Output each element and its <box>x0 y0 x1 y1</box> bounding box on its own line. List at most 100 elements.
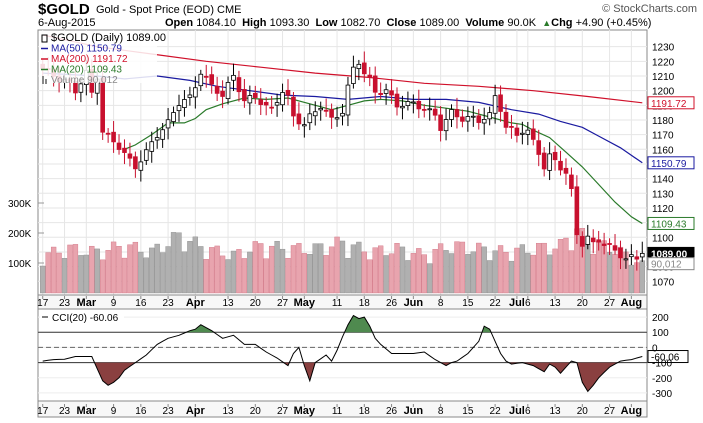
volume-bar <box>639 260 645 294</box>
price-tick-label: 1170 <box>652 131 674 142</box>
high-value: 1093.30 <box>269 17 310 29</box>
date-label: Apr <box>186 297 206 309</box>
legend-entry: MA(200) 1191.72 <box>51 54 128 65</box>
volume-bar <box>361 251 367 294</box>
volume-bar <box>312 243 318 294</box>
volume-bar <box>536 243 542 294</box>
close-value: 1089.00 <box>419 17 460 29</box>
price-tick-label: 1160 <box>652 145 674 156</box>
date-label: 13 <box>550 406 562 417</box>
candle-body <box>171 112 176 122</box>
cci-legend-background <box>40 311 124 323</box>
volume-bar <box>50 246 57 294</box>
symbol-description: Gold - Spot Price (EOD) CME <box>96 4 242 16</box>
volume-bar <box>345 258 351 294</box>
volume-bar <box>318 243 324 294</box>
quote-date: 6-Aug-2015 <box>38 17 96 29</box>
candle-body <box>312 111 318 117</box>
volume-bar <box>89 245 95 294</box>
candle-body <box>563 167 569 174</box>
volume-bar <box>367 259 373 294</box>
candle-body <box>432 108 438 116</box>
volume-bar <box>170 232 177 294</box>
legend-entry: MA(20) 1109.43 <box>51 65 122 76</box>
volume-bar <box>301 253 307 294</box>
candle-body <box>193 87 198 98</box>
volume-tick-label: 100K <box>8 259 32 270</box>
date-label: 27 <box>604 406 616 417</box>
candle-body <box>242 89 247 102</box>
candle-body <box>389 90 394 96</box>
value-tag-label: 1191.72 <box>651 99 687 110</box>
legend-candle-icon <box>41 34 48 43</box>
date-label: 13 <box>550 298 562 309</box>
candle-body <box>149 141 155 152</box>
value-tag <box>647 216 695 230</box>
volume-bar <box>285 258 291 294</box>
cci-tick-label: 200 <box>652 313 669 324</box>
candle-body <box>143 149 149 161</box>
candle-body <box>421 108 427 111</box>
candle-body <box>214 85 220 94</box>
candle-body <box>209 74 214 85</box>
volume-bar <box>83 254 89 294</box>
ohlc-summary: Open 1084.10 High 1093.30 Low 1082.70 Cl… <box>165 17 651 29</box>
candle-body <box>405 101 411 107</box>
value-tag-label: 1109.43 <box>651 219 687 230</box>
volume-bar <box>552 248 558 294</box>
value-tag-label: 90,012 <box>651 260 682 271</box>
open-label: Open <box>165 17 194 29</box>
candle-body <box>590 237 596 243</box>
candle-body <box>378 92 383 95</box>
candle-body <box>367 74 373 78</box>
legend-volume-icon <box>42 76 44 84</box>
candle-body <box>274 102 280 106</box>
candle-body <box>552 151 558 161</box>
legend-entry: MA(50) 1150.79 <box>51 44 122 55</box>
low-label: Low <box>315 17 338 29</box>
chg-arrow-icon: ▲ <box>542 18 552 28</box>
date-label: 9 <box>111 406 117 417</box>
cci-overbought-fill <box>186 324 214 333</box>
volume-bar <box>470 251 476 294</box>
symbol-title: $GOLD <box>38 1 90 18</box>
candle-body <box>427 108 433 111</box>
volume-bar <box>328 246 335 294</box>
date-label: 11 <box>332 298 343 309</box>
date-label: 9 <box>111 298 117 309</box>
volume-bar <box>154 243 160 294</box>
volume-bar <box>585 243 591 294</box>
candle-body <box>547 153 552 171</box>
date-label: 20 <box>577 406 589 417</box>
date-label: 20 <box>250 406 262 417</box>
candle-body <box>629 254 634 258</box>
candle-body <box>639 253 645 258</box>
volume-axis: 100K 200K 300K <box>8 199 44 270</box>
cci-grid <box>38 316 647 394</box>
candle-body <box>231 74 236 81</box>
date-label: Jul <box>509 297 525 309</box>
low-value: 1082.70 <box>340 17 381 29</box>
candle-body <box>520 132 525 135</box>
date-label: Jul <box>509 405 525 417</box>
volume-bar <box>546 254 553 294</box>
candle-body <box>558 160 563 171</box>
candle-body <box>351 66 356 84</box>
volume-bar <box>187 241 193 294</box>
volume-value: 90.0K <box>507 17 537 29</box>
chart-header: $GOLD Gold - Spot Price (EOD) CME 6-Aug-… <box>0 0 703 30</box>
volume-bar <box>508 260 515 294</box>
volume-bar <box>159 252 166 294</box>
ma20-line <box>124 97 643 225</box>
candle-body <box>356 63 362 70</box>
volume-bar <box>219 255 226 294</box>
candle-body <box>127 153 133 159</box>
candle-body <box>105 132 111 135</box>
date-label: Jun <box>404 297 424 309</box>
value-tag <box>647 96 695 110</box>
volume-bar <box>606 252 613 294</box>
volume-bar <box>432 249 438 294</box>
volume-bar <box>427 263 433 294</box>
volume-bar <box>268 245 275 294</box>
date-label: Mar <box>77 405 97 417</box>
